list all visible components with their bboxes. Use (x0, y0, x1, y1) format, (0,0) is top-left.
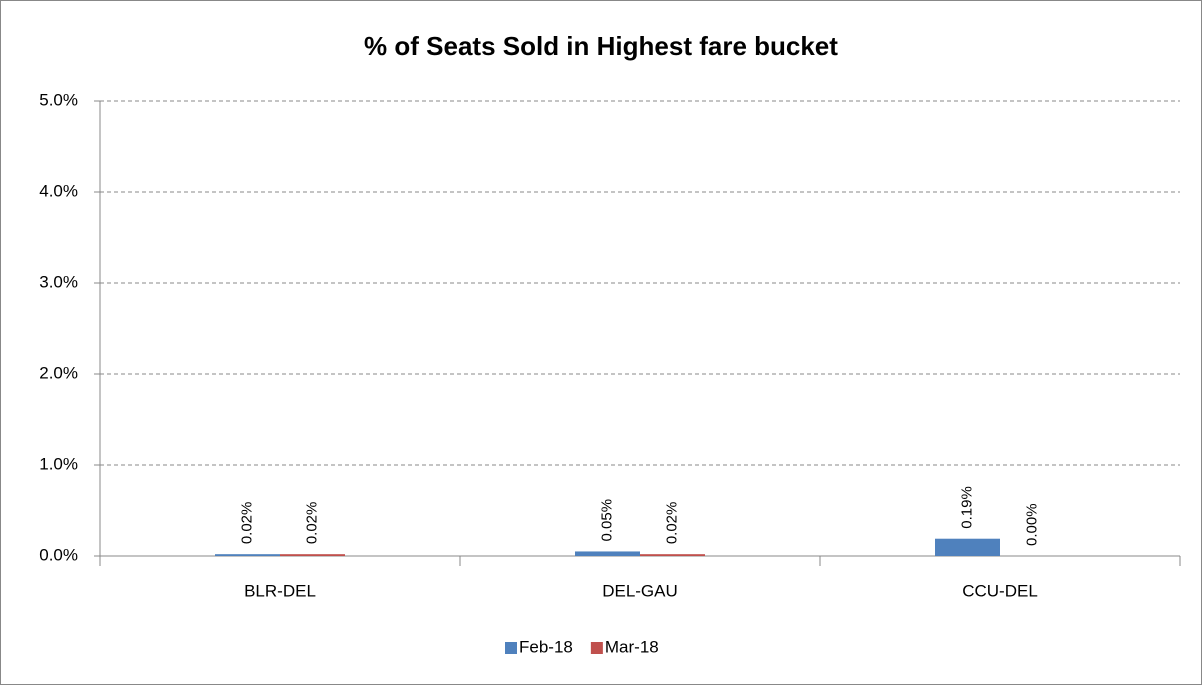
data-label: 0.05% (598, 499, 615, 542)
legend-label: Feb-18 (519, 637, 573, 656)
data-label: 0.19% (958, 486, 975, 529)
data-label: 0.02% (663, 502, 680, 545)
chart-title: % of Seats Sold in Highest fare bucket (364, 31, 838, 61)
data-label: 0.00% (1023, 503, 1040, 546)
x-tick-label: DEL-GAU (602, 581, 678, 600)
legend-swatch (505, 642, 517, 654)
legend-swatch (590, 642, 603, 654)
y-tick-label: 0.0% (39, 545, 78, 564)
bar (640, 554, 705, 556)
legend-label: Mar-18 (605, 637, 659, 656)
y-tick-label: 4.0% (39, 181, 78, 200)
bar (935, 538, 1000, 556)
x-tick-label: BLR-DEL (244, 581, 316, 600)
data-label: 0.02% (303, 502, 320, 545)
y-tick-label: 3.0% (39, 272, 78, 291)
bar (215, 554, 280, 556)
bar (280, 554, 345, 556)
data-label: 0.02% (238, 502, 255, 545)
y-tick-label: 2.0% (39, 363, 78, 382)
x-tick-label: CCU-DEL (962, 581, 1038, 600)
y-tick-label: 1.0% (39, 454, 78, 473)
y-tick-label: 5.0% (39, 90, 78, 109)
bar (575, 551, 640, 556)
